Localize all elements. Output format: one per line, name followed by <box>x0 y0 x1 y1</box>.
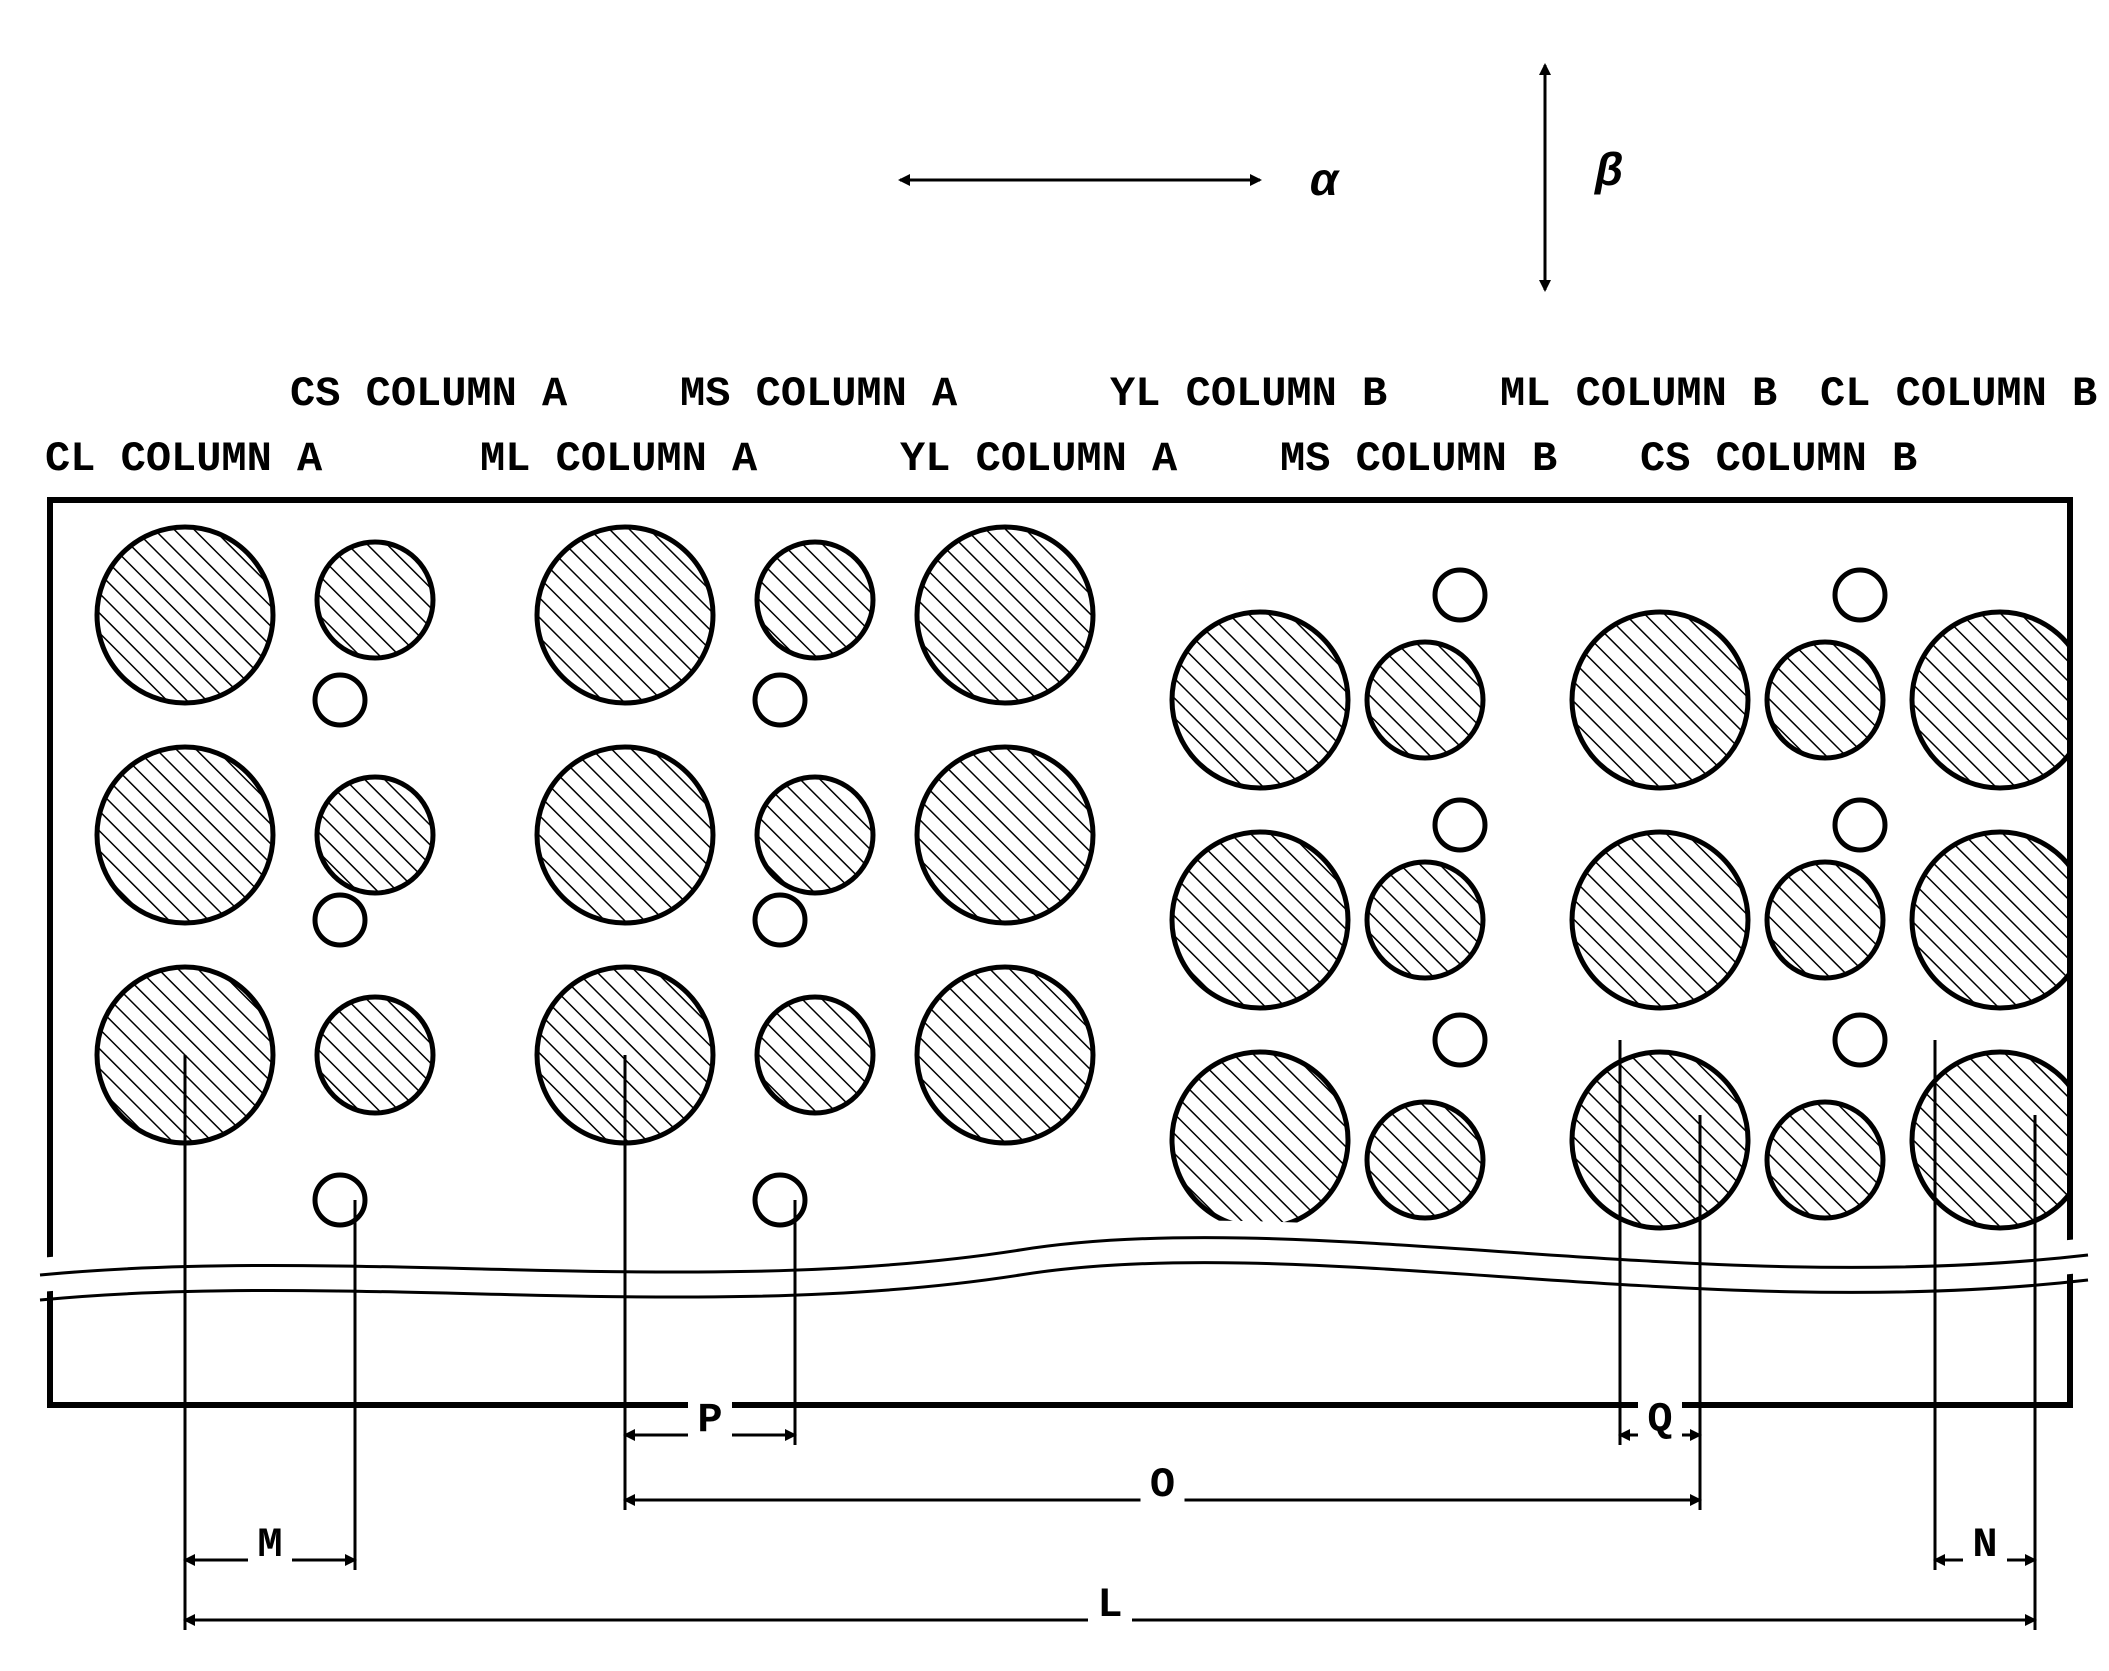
hatched-circle <box>1172 612 1348 788</box>
open-circle <box>1435 800 1485 850</box>
content-group <box>97 527 2088 1228</box>
col-label-lower: ML COLUMN A <box>480 435 758 483</box>
hatched-circle <box>1572 832 1748 1008</box>
open-circle <box>1835 800 1885 850</box>
hatched-circle <box>1367 1102 1483 1218</box>
dim-label-Q: Q <box>1647 1396 1672 1444</box>
hatched-circle <box>1767 642 1883 758</box>
open-circle <box>1435 1015 1485 1065</box>
hatched-circle <box>1767 862 1883 978</box>
hatched-circle <box>1367 862 1483 978</box>
hatched-circle <box>1767 1102 1883 1218</box>
col-label-upper: YL COLUMN B <box>1110 370 1387 418</box>
open-circle <box>315 1175 365 1225</box>
col-label-lower: MS COLUMN B <box>1280 435 1557 483</box>
hatched-circle <box>1912 832 2088 1008</box>
hatched-circle <box>1912 1052 2088 1228</box>
hatched-circle <box>1172 1052 1348 1228</box>
hatched-circle <box>1367 642 1483 758</box>
hatched-circle <box>317 777 433 893</box>
dim-label-P: P <box>697 1396 722 1444</box>
col-label-upper: CL COLUMN B <box>1820 370 2097 418</box>
hatched-circle <box>1572 612 1748 788</box>
hatched-circle <box>1172 832 1348 1008</box>
hatched-circle <box>97 747 273 923</box>
hatched-circle <box>317 542 433 658</box>
hatched-circle <box>537 747 713 923</box>
hatched-circle <box>97 527 273 703</box>
hatched-circle <box>757 542 873 658</box>
dim-label-O: O <box>1150 1461 1175 1509</box>
hatched-circle <box>317 997 433 1113</box>
open-circle <box>1835 1015 1885 1065</box>
col-label-lower: YL COLUMN A <box>900 435 1178 483</box>
open-circle <box>1435 570 1485 620</box>
dim-label-L: L <box>1097 1581 1122 1629</box>
col-label-lower: CS COLUMN B <box>1640 435 1917 483</box>
hatched-circle <box>537 527 713 703</box>
hatched-circle <box>757 997 873 1113</box>
hatched-circle <box>1912 612 2088 788</box>
open-circle <box>1835 570 1885 620</box>
col-label-upper: CS COLUMN A <box>290 370 568 418</box>
open-circle <box>315 895 365 945</box>
dim-label-M: M <box>257 1521 282 1569</box>
col-label-lower: CL COLUMN A <box>45 435 323 483</box>
col-label-upper: ML COLUMN B <box>1500 370 1777 418</box>
alpha-label: α <box>1310 157 1340 209</box>
hatched-circle <box>917 747 1093 923</box>
hatched-circle <box>757 777 873 893</box>
dim-label-N: N <box>1972 1521 1997 1569</box>
beta-label: β <box>1593 147 1623 199</box>
hatched-circle <box>917 967 1093 1143</box>
open-circle <box>755 1175 805 1225</box>
col-label-upper: MS COLUMN A <box>680 370 958 418</box>
hatched-circle <box>1572 1052 1748 1228</box>
open-circle <box>755 675 805 725</box>
hatched-circle <box>917 527 1093 703</box>
open-circle <box>315 675 365 725</box>
open-circle <box>755 895 805 945</box>
